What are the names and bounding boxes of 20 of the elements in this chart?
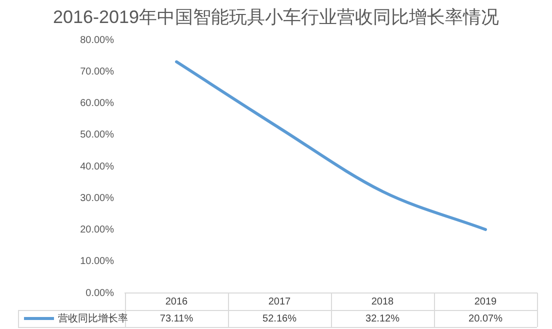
x-tick-label: 2017 bbox=[268, 296, 292, 308]
x-tick-label: 2016 bbox=[165, 296, 188, 308]
y-tick-label: 20.00% bbox=[80, 224, 114, 236]
y-tick-label: 50.00% bbox=[80, 130, 114, 141]
legend-label: 营收同比增长率 bbox=[58, 312, 128, 324]
chart-title: 2016-2019年中国智能玩具小车行业营收同比增长率情况 bbox=[52, 6, 500, 27]
x-tick-label: 2019 bbox=[474, 296, 498, 308]
data-label: 73.11% bbox=[160, 313, 194, 324]
x-tick-label: 2018 bbox=[371, 296, 394, 308]
y-tick-label: 60.00% bbox=[80, 98, 114, 109]
y-tick-label: 40.00% bbox=[80, 161, 114, 172]
data-label: 20.07% bbox=[468, 313, 503, 324]
y-tick-label: 70.00% bbox=[80, 66, 114, 78]
data-label: 52.16% bbox=[262, 313, 297, 324]
y-tick-label: 30.00% bbox=[80, 192, 114, 204]
y-tick-label: 10.00% bbox=[80, 256, 114, 268]
y-tick-label: 0.00% bbox=[86, 288, 114, 299]
y-tick-label: 80.00% bbox=[80, 34, 114, 46]
line-series bbox=[175, 60, 487, 232]
data-label: 32.12% bbox=[366, 313, 400, 324]
